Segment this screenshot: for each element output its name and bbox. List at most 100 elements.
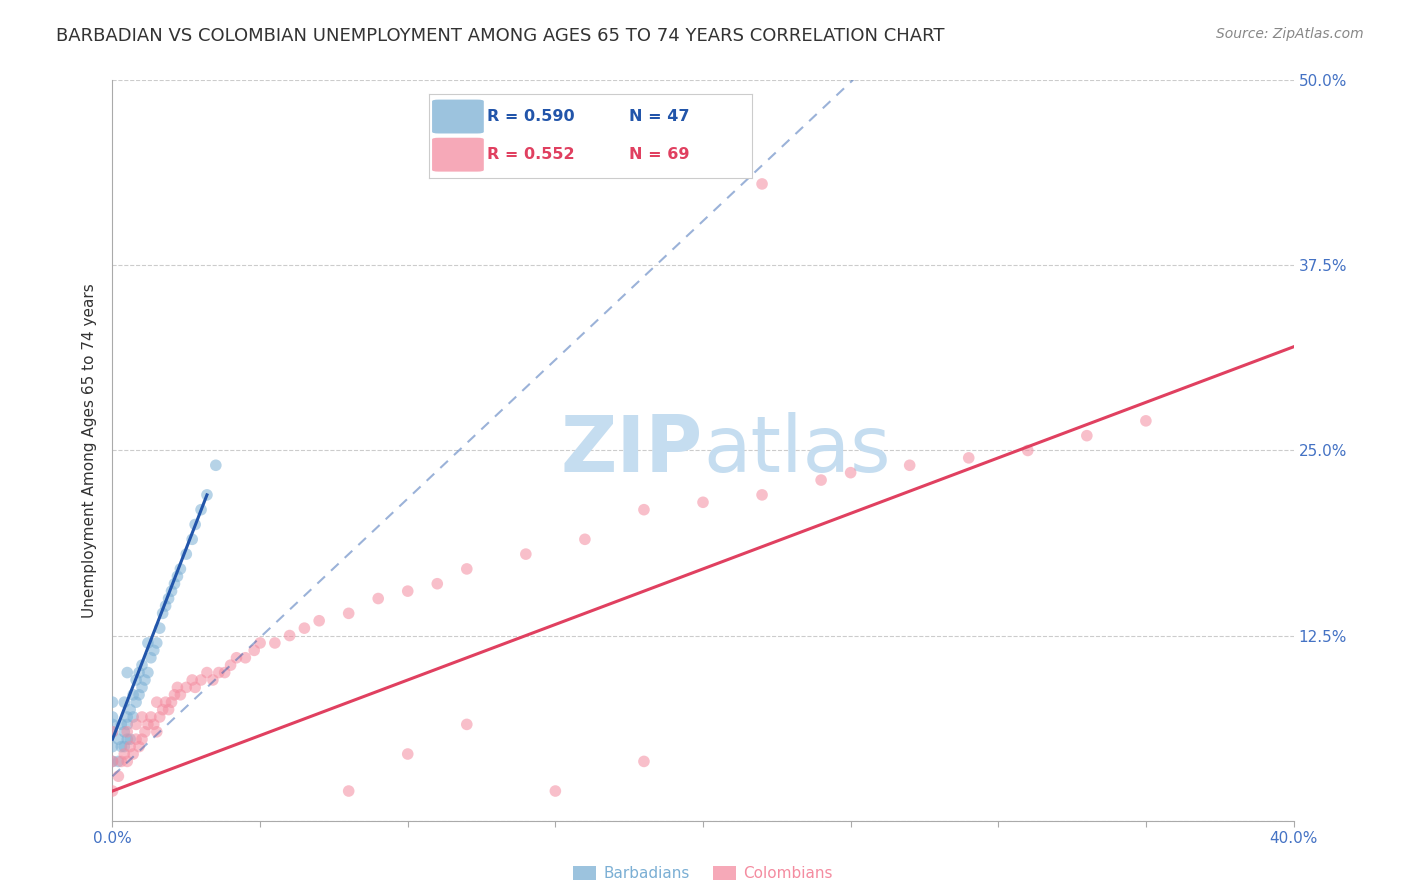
Point xyxy=(107,769,129,783)
Point xyxy=(120,739,142,754)
Point xyxy=(195,665,218,680)
Point xyxy=(692,495,714,509)
Point xyxy=(201,673,224,687)
Point xyxy=(155,695,177,709)
Point xyxy=(134,673,156,687)
Point xyxy=(117,665,138,680)
Point xyxy=(337,607,360,621)
Point xyxy=(120,703,142,717)
Point xyxy=(166,681,188,695)
Point xyxy=(101,724,124,739)
Point xyxy=(112,747,135,761)
Point xyxy=(101,755,124,769)
Point xyxy=(208,665,231,680)
Point xyxy=(166,569,188,583)
Point xyxy=(125,695,148,709)
Text: atlas: atlas xyxy=(703,412,890,489)
Point xyxy=(110,755,132,769)
Point xyxy=(957,450,980,465)
Point xyxy=(131,658,153,673)
Point xyxy=(128,665,150,680)
Point xyxy=(214,665,236,680)
Point xyxy=(184,681,207,695)
Point xyxy=(751,177,773,191)
Point xyxy=(112,739,135,754)
Point xyxy=(308,614,330,628)
Point xyxy=(117,710,138,724)
Point xyxy=(125,673,148,687)
Point xyxy=(169,562,191,576)
Point xyxy=(101,695,124,709)
Point xyxy=(120,732,142,747)
Point xyxy=(174,681,197,695)
Point xyxy=(112,724,135,739)
Point xyxy=(146,695,169,709)
Point xyxy=(107,732,129,747)
Point xyxy=(1017,443,1039,458)
Point xyxy=(131,710,153,724)
Point xyxy=(515,547,537,561)
Point xyxy=(163,576,186,591)
Point xyxy=(810,473,832,487)
Text: N = 47: N = 47 xyxy=(630,109,690,124)
Point xyxy=(181,533,204,547)
Point xyxy=(249,636,271,650)
Point xyxy=(122,747,145,761)
Point xyxy=(169,688,191,702)
Point xyxy=(163,688,186,702)
Point xyxy=(633,502,655,516)
Text: BARBADIAN VS COLOMBIAN UNEMPLOYMENT AMONG AGES 65 TO 74 YEARS CORRELATION CHART: BARBADIAN VS COLOMBIAN UNEMPLOYMENT AMON… xyxy=(56,27,945,45)
Point xyxy=(205,458,228,473)
Point xyxy=(128,688,150,702)
Point xyxy=(264,636,287,650)
Point xyxy=(181,673,204,687)
FancyBboxPatch shape xyxy=(432,100,484,134)
Legend: Barbadians, Colombians: Barbadians, Colombians xyxy=(567,860,839,887)
Point xyxy=(117,732,138,747)
Point xyxy=(152,703,174,717)
Text: ZIP: ZIP xyxy=(561,412,703,489)
Point xyxy=(1135,414,1157,428)
Point xyxy=(157,591,180,606)
Point xyxy=(131,681,153,695)
Point xyxy=(128,739,150,754)
Point xyxy=(110,739,132,754)
Point xyxy=(278,628,301,642)
Point xyxy=(122,710,145,724)
Point xyxy=(131,732,153,747)
Point xyxy=(146,724,169,739)
Point xyxy=(396,584,419,599)
Point xyxy=(117,717,138,731)
Point xyxy=(101,739,124,754)
Point xyxy=(544,784,567,798)
Text: R = 0.590: R = 0.590 xyxy=(486,109,575,124)
Point xyxy=(157,703,180,717)
Point xyxy=(243,643,266,657)
Point xyxy=(190,673,212,687)
Point xyxy=(367,591,389,606)
Point xyxy=(110,717,132,731)
Point xyxy=(174,547,197,561)
Point xyxy=(134,724,156,739)
Point xyxy=(101,724,124,739)
Point xyxy=(122,688,145,702)
Point xyxy=(149,621,172,635)
Point xyxy=(142,643,165,657)
Point xyxy=(101,784,124,798)
FancyBboxPatch shape xyxy=(432,137,484,171)
Point xyxy=(112,695,135,709)
Point xyxy=(160,584,183,599)
Point xyxy=(149,710,172,724)
Point xyxy=(125,717,148,731)
Point xyxy=(136,717,159,731)
Point xyxy=(337,784,360,798)
Point xyxy=(107,755,129,769)
Point xyxy=(184,517,207,532)
Point xyxy=(136,665,159,680)
Point xyxy=(195,488,218,502)
Point xyxy=(233,650,256,665)
Text: R = 0.552: R = 0.552 xyxy=(486,147,575,162)
Point xyxy=(292,621,315,635)
Point xyxy=(751,488,773,502)
Point xyxy=(456,717,478,731)
